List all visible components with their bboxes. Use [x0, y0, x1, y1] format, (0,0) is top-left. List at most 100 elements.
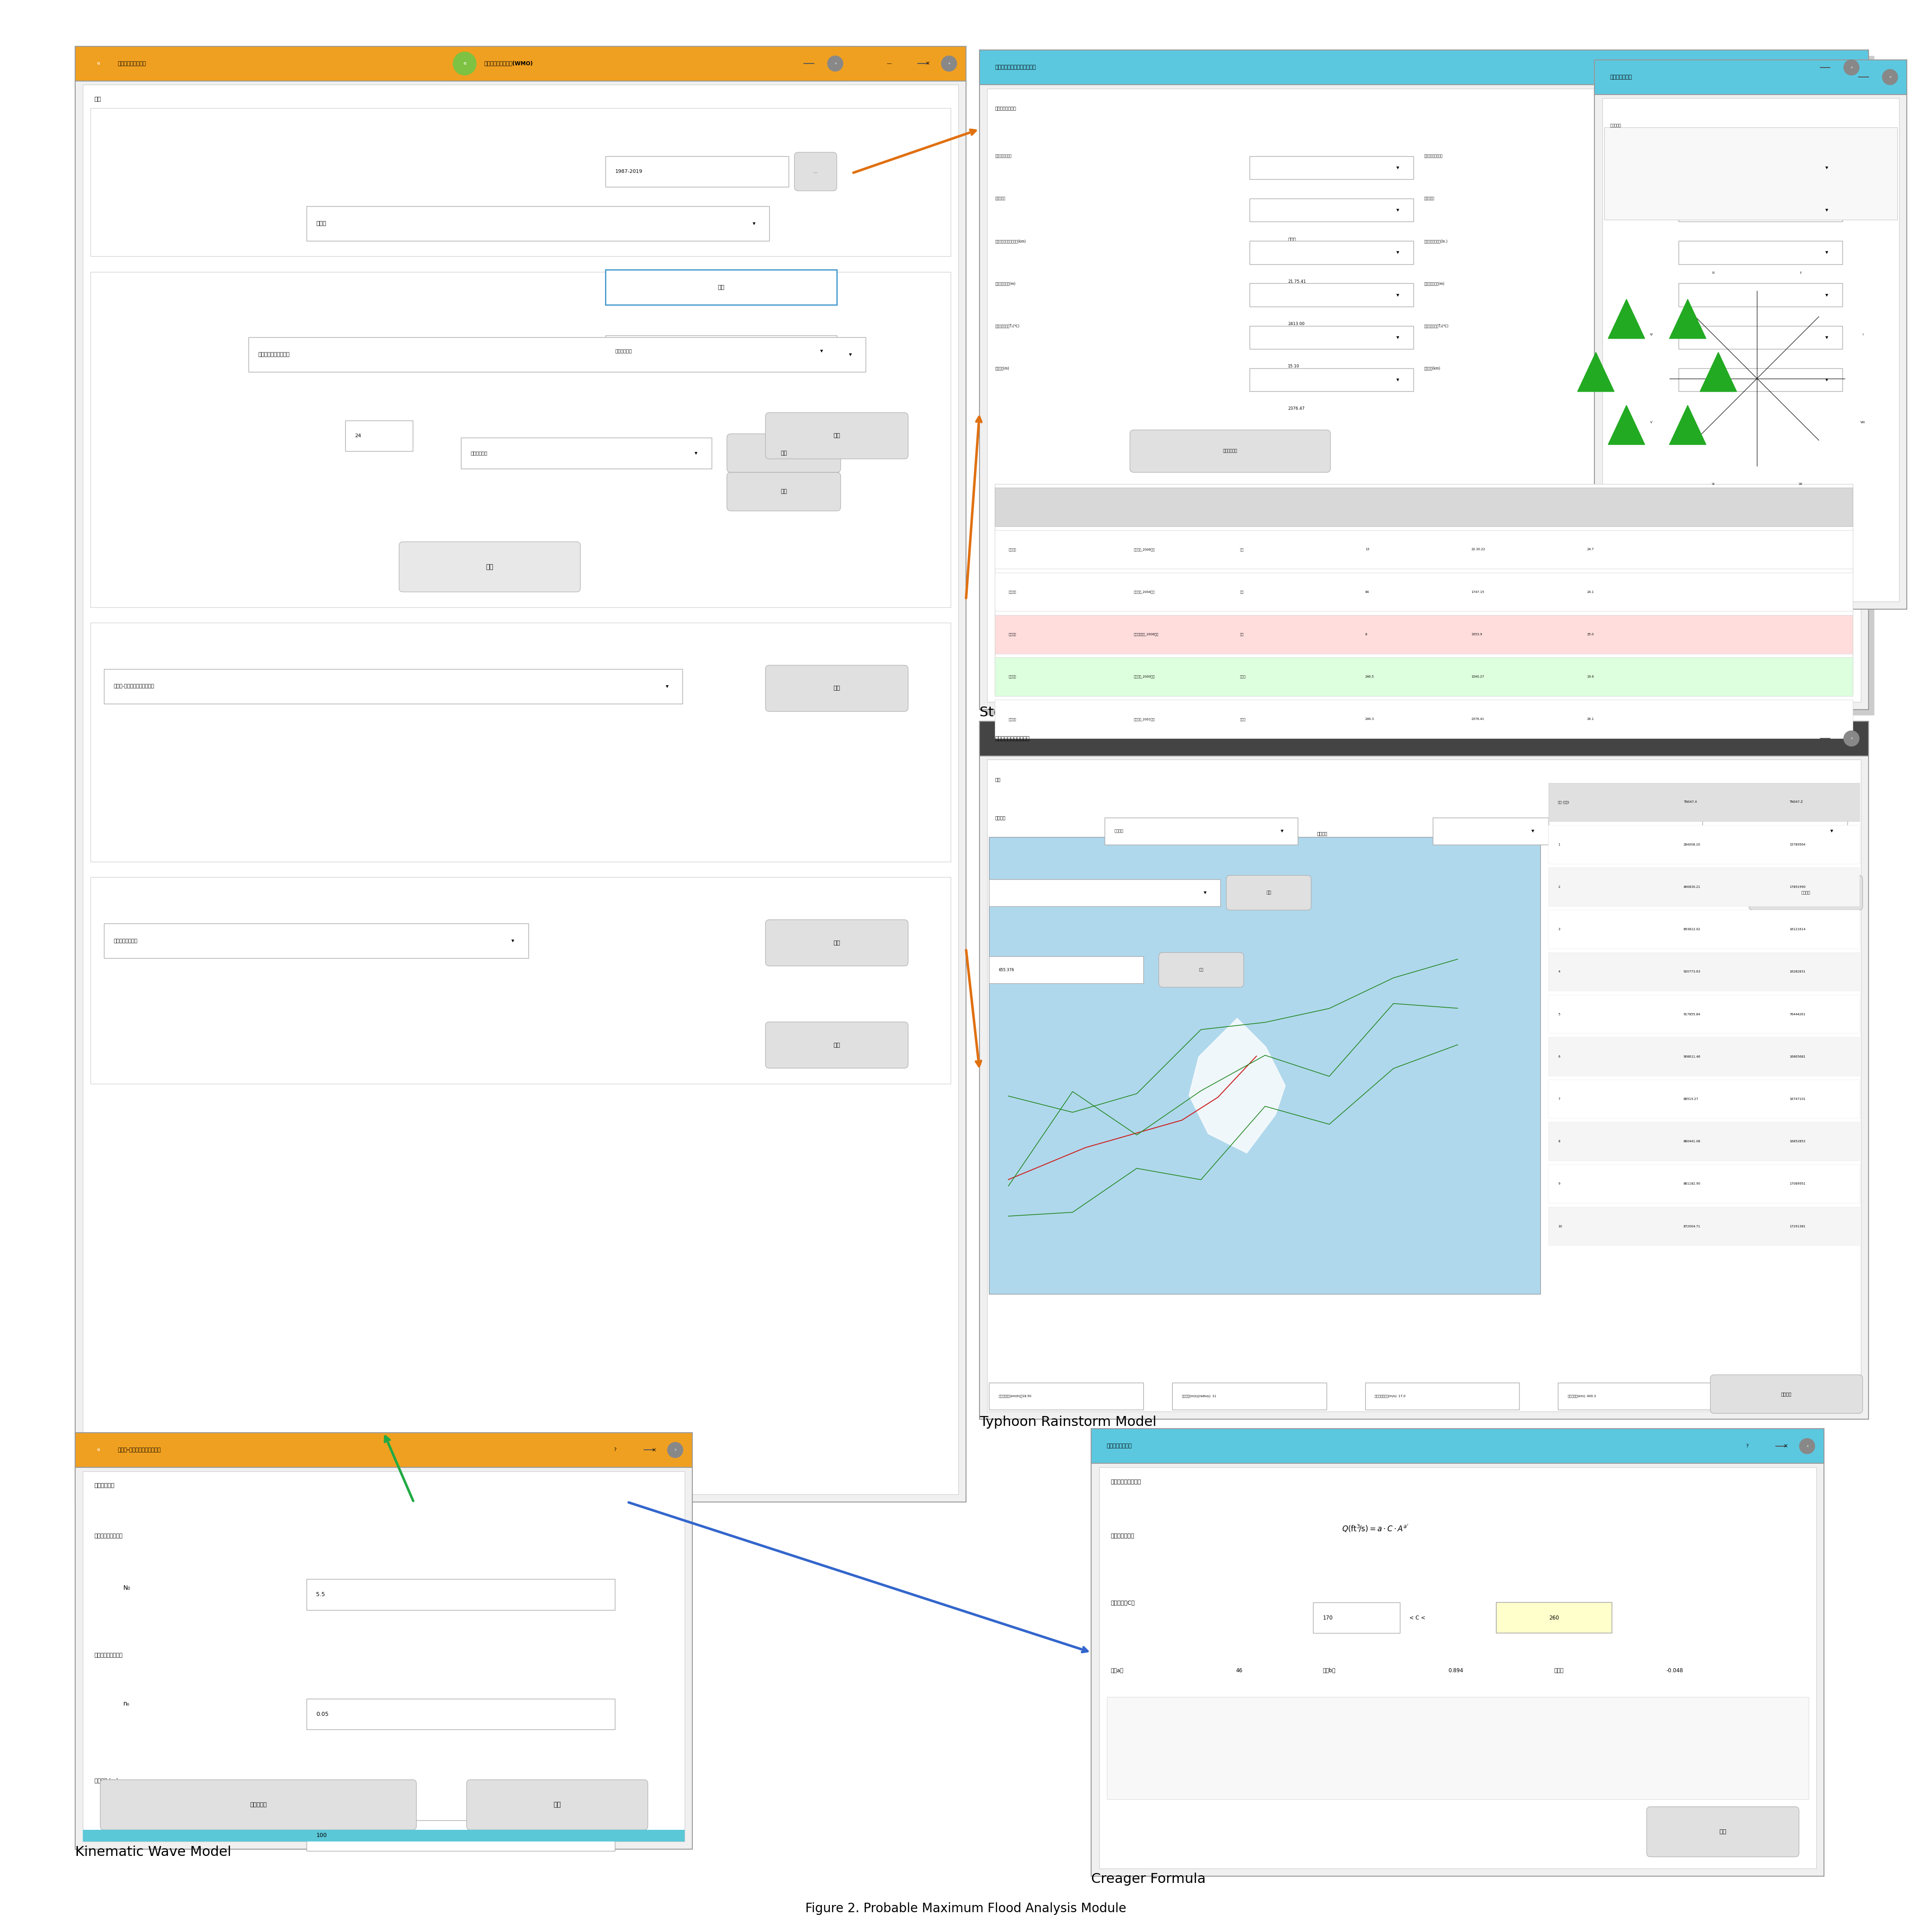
FancyBboxPatch shape: [1548, 825, 1859, 864]
Text: < C <: < C <: [1410, 1615, 1426, 1621]
Text: 雨量站: 雨量站: [462, 270, 471, 276]
Text: ▼: ▼: [1826, 209, 1828, 213]
FancyBboxPatch shape: [307, 1820, 614, 1851]
Text: 高峰溫度(C): 高峰溫度(C): [1586, 506, 1600, 508]
Text: 暴雨事件: 暴雨事件: [1009, 506, 1016, 508]
Polygon shape: [1607, 406, 1644, 444]
Text: ×: ×: [1851, 66, 1853, 70]
FancyBboxPatch shape: [985, 56, 1874, 715]
Text: 水文事件: 水文事件: [462, 155, 473, 160]
Text: ×: ×: [925, 60, 929, 66]
Text: 完年格係數C：: 完年格係數C：: [1111, 1600, 1134, 1605]
Text: 程式參數設定: 程式參數設定: [95, 1482, 114, 1490]
FancyBboxPatch shape: [307, 1698, 614, 1729]
Text: 76444261: 76444261: [1789, 1012, 1804, 1016]
FancyBboxPatch shape: [83, 85, 958, 1493]
Text: 25.0: 25.0: [1586, 634, 1594, 636]
Text: 881182.90: 881182.90: [1683, 1182, 1700, 1184]
Text: 出口虛流深粗糙係數: 出口虛流深粗糙係數: [95, 1652, 124, 1658]
FancyBboxPatch shape: [75, 46, 966, 81]
Text: 同位序平均法: 同位序平均法: [469, 450, 487, 456]
FancyBboxPatch shape: [1646, 1806, 1799, 1857]
Text: 6: 6: [1557, 1055, 1559, 1059]
Text: ▼: ▼: [512, 939, 514, 943]
Text: 賀伯颱風_2000颱風: 賀伯颱風_2000颱風: [1134, 676, 1155, 678]
Text: 5: 5: [1557, 1012, 1559, 1016]
Text: 勢均代年代比代: 勢均代年代比代: [1240, 506, 1254, 508]
FancyBboxPatch shape: [83, 1470, 684, 1841]
Text: 世界氣象組織統計法(WMO): 世界氣象組織統計法(WMO): [483, 60, 533, 66]
Text: 軌跡中心最大風(m/s): 17.0: 軌跡中心最大風(m/s): 17.0: [1376, 1395, 1406, 1397]
Text: Figure 2. Probable Maximum Flood Analysis Module: Figure 2. Probable Maximum Flood Analysi…: [806, 1903, 1126, 1915]
FancyBboxPatch shape: [1092, 1430, 1824, 1876]
Text: 1747.15: 1747.15: [1470, 591, 1484, 593]
FancyBboxPatch shape: [1594, 60, 1907, 95]
Text: 設定: 設定: [833, 686, 840, 692]
FancyBboxPatch shape: [1092, 1430, 1824, 1463]
Text: 暴雨移位並露點調整參數設定: 暴雨移位並露點調整參數設定: [995, 64, 1036, 70]
Text: 655.376: 655.376: [999, 968, 1014, 972]
FancyBboxPatch shape: [1250, 369, 1414, 392]
FancyBboxPatch shape: [765, 665, 908, 711]
Text: ▼: ▼: [1397, 294, 1399, 298]
Text: III: III: [1712, 270, 1714, 274]
Text: 檔案: 檔案: [95, 97, 100, 102]
FancyBboxPatch shape: [1173, 1383, 1327, 1410]
Text: ×: ×: [835, 62, 837, 66]
Text: ▼: ▼: [757, 222, 761, 226]
Text: 氣象管理站: 氣象管理站: [1567, 831, 1580, 835]
FancyBboxPatch shape: [765, 920, 908, 966]
Text: 流水面面積 δ(mile²)：: 流水面面積 δ(mile²)：: [1111, 1716, 1151, 1721]
FancyBboxPatch shape: [1548, 1122, 1859, 1161]
Text: 計算...: 計算...: [1692, 506, 1700, 508]
Text: 17291381: 17291381: [1789, 1225, 1806, 1227]
FancyBboxPatch shape: [1250, 199, 1414, 222]
Text: 24.7: 24.7: [1586, 549, 1594, 551]
Circle shape: [1799, 1439, 1814, 1455]
FancyBboxPatch shape: [1548, 1208, 1859, 1246]
FancyBboxPatch shape: [1314, 1602, 1401, 1633]
Text: 係數a：: 係數a：: [1111, 1667, 1122, 1673]
Text: Barrier height: Barrier height: [1594, 607, 1690, 618]
FancyBboxPatch shape: [794, 153, 837, 191]
Text: 執行: 執行: [833, 1041, 840, 1047]
Text: ×: ×: [1783, 1443, 1787, 1449]
FancyBboxPatch shape: [442, 46, 852, 498]
Text: N₀: N₀: [124, 1584, 131, 1592]
FancyBboxPatch shape: [307, 207, 769, 242]
FancyBboxPatch shape: [1250, 284, 1414, 307]
Text: 5.5: 5.5: [317, 1592, 325, 1598]
Text: 測站2: 測站2: [1613, 189, 1619, 193]
Circle shape: [668, 1443, 682, 1459]
FancyBboxPatch shape: [1679, 327, 1843, 350]
FancyBboxPatch shape: [605, 156, 788, 187]
Text: 系統計算: 系統計算: [1781, 1391, 1791, 1397]
Polygon shape: [1607, 299, 1644, 338]
Text: 最大風速(m/s)(radius): 11: 最大風速(m/s)(radius): 11: [1182, 1395, 1215, 1397]
Text: 經驗公式或統計法: 經驗公式或統計法: [104, 887, 133, 893]
Text: WMO分析時間設定: WMO分析時間設定: [462, 100, 500, 106]
FancyBboxPatch shape: [468, 1779, 647, 1830]
Text: ?: ?: [614, 1447, 616, 1453]
Polygon shape: [1700, 352, 1737, 392]
FancyBboxPatch shape: [726, 435, 840, 471]
Text: Typhoon Rainstorm Model: Typhoon Rainstorm Model: [980, 1416, 1157, 1430]
FancyBboxPatch shape: [605, 270, 837, 305]
Text: Kinematic Wave Model: Kinematic Wave Model: [75, 1845, 232, 1859]
FancyBboxPatch shape: [1679, 156, 1843, 180]
FancyBboxPatch shape: [1099, 1466, 1816, 1868]
FancyBboxPatch shape: [995, 483, 1853, 694]
Text: 可能最大降水量: 可能最大降水量: [104, 282, 129, 288]
Text: 16865681: 16865681: [1789, 1055, 1806, 1059]
Text: 係數b：: 係數b：: [1323, 1667, 1335, 1673]
Text: 2413.00: 2413.00: [1289, 323, 1304, 327]
FancyBboxPatch shape: [1107, 1696, 1808, 1799]
FancyBboxPatch shape: [1679, 242, 1843, 265]
FancyBboxPatch shape: [1594, 60, 1907, 609]
Text: 84: 84: [1366, 591, 1370, 593]
Text: 設定: 設定: [833, 433, 840, 439]
Text: ▼: ▼: [1204, 891, 1208, 895]
Text: 運動波-地貌網時單位歷線模式: 運動波-地貌網時單位歷線模式: [114, 684, 155, 688]
Text: 7: 7: [1557, 1097, 1559, 1101]
FancyBboxPatch shape: [1679, 369, 1843, 392]
